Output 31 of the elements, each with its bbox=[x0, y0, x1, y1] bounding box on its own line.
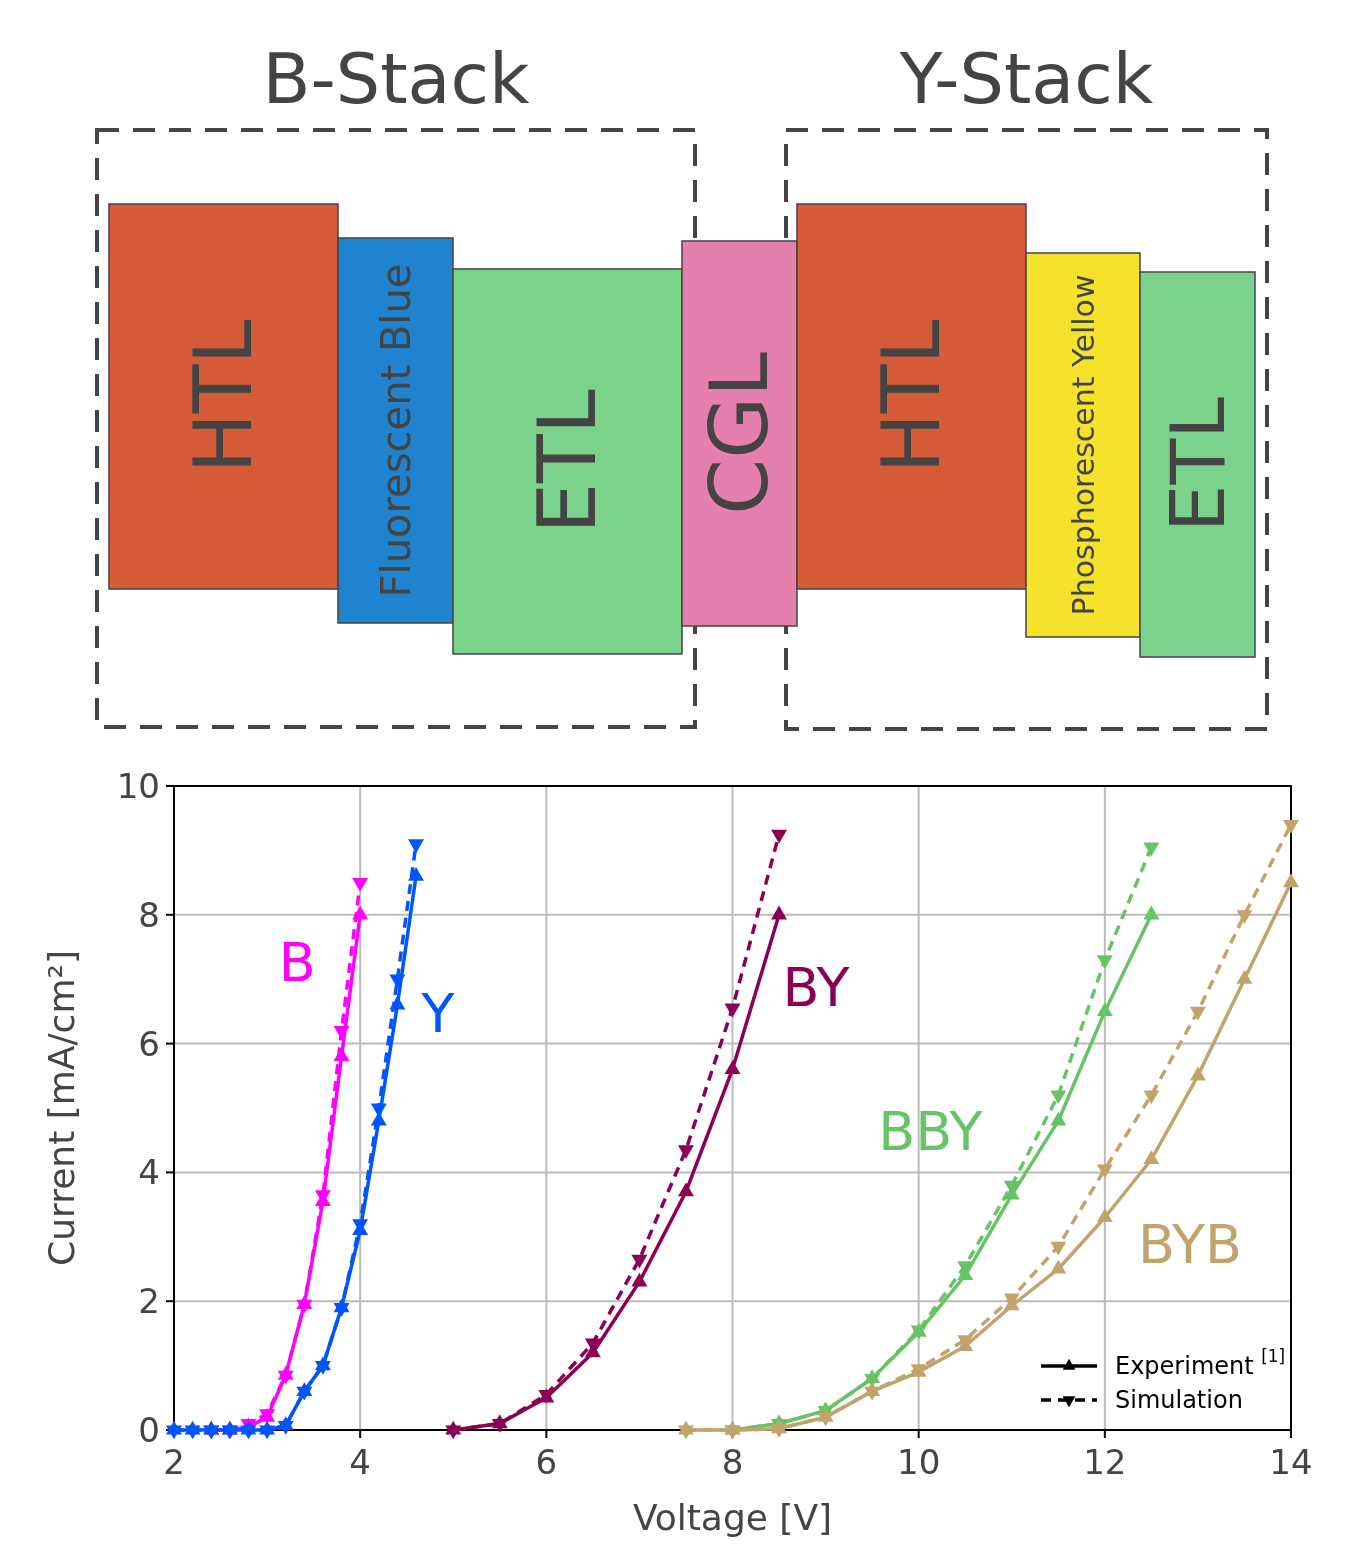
series-label: BY bbox=[782, 956, 851, 1020]
category-label: Fluorescent Blue bbox=[372, 263, 419, 598]
series-label: Y bbox=[420, 981, 456, 1045]
series-label: BYB bbox=[1137, 1213, 1243, 1277]
x-tick-label: 4 bbox=[349, 1442, 371, 1482]
y-tick-label: 2 bbox=[138, 1281, 160, 1322]
annotation: Experiment $^{[1]}$ bbox=[1115, 1346, 1286, 1380]
annotation: Simulation bbox=[1115, 1386, 1243, 1414]
series-label: BBY bbox=[878, 1100, 984, 1164]
text: Y-Stack bbox=[898, 38, 1154, 120]
y-tick-label: 0 bbox=[138, 1410, 160, 1450]
x-tick-label: 14 bbox=[1269, 1442, 1313, 1482]
x-tick-label: 12 bbox=[1083, 1442, 1127, 1482]
y-tick-label: 6 bbox=[138, 1023, 160, 1064]
x-tick-label: 10 bbox=[897, 1442, 941, 1482]
y-tick-label: 8 bbox=[138, 894, 160, 935]
x-tick-label: 2 bbox=[163, 1442, 185, 1482]
y-tick-label: 4 bbox=[138, 1152, 160, 1193]
text: B-Stack bbox=[262, 38, 530, 120]
x-axis-title: Voltage [V] bbox=[632, 1497, 833, 1538]
y-axis-title: Current [mA/cm²] bbox=[41, 950, 82, 1266]
category-label: Phosphorescent Yellow bbox=[1065, 274, 1101, 616]
category-label: HTL bbox=[177, 319, 270, 474]
y-tick-label: 10 bbox=[116, 766, 160, 806]
category-label: CGL bbox=[693, 351, 786, 515]
category-label: ETL bbox=[1153, 396, 1242, 532]
x-tick-label: 8 bbox=[721, 1442, 744, 1482]
series-label: B bbox=[278, 931, 316, 995]
category-label: ETL bbox=[521, 389, 614, 534]
x-tick-label: 6 bbox=[535, 1442, 558, 1482]
category-label: HTL bbox=[865, 319, 958, 474]
